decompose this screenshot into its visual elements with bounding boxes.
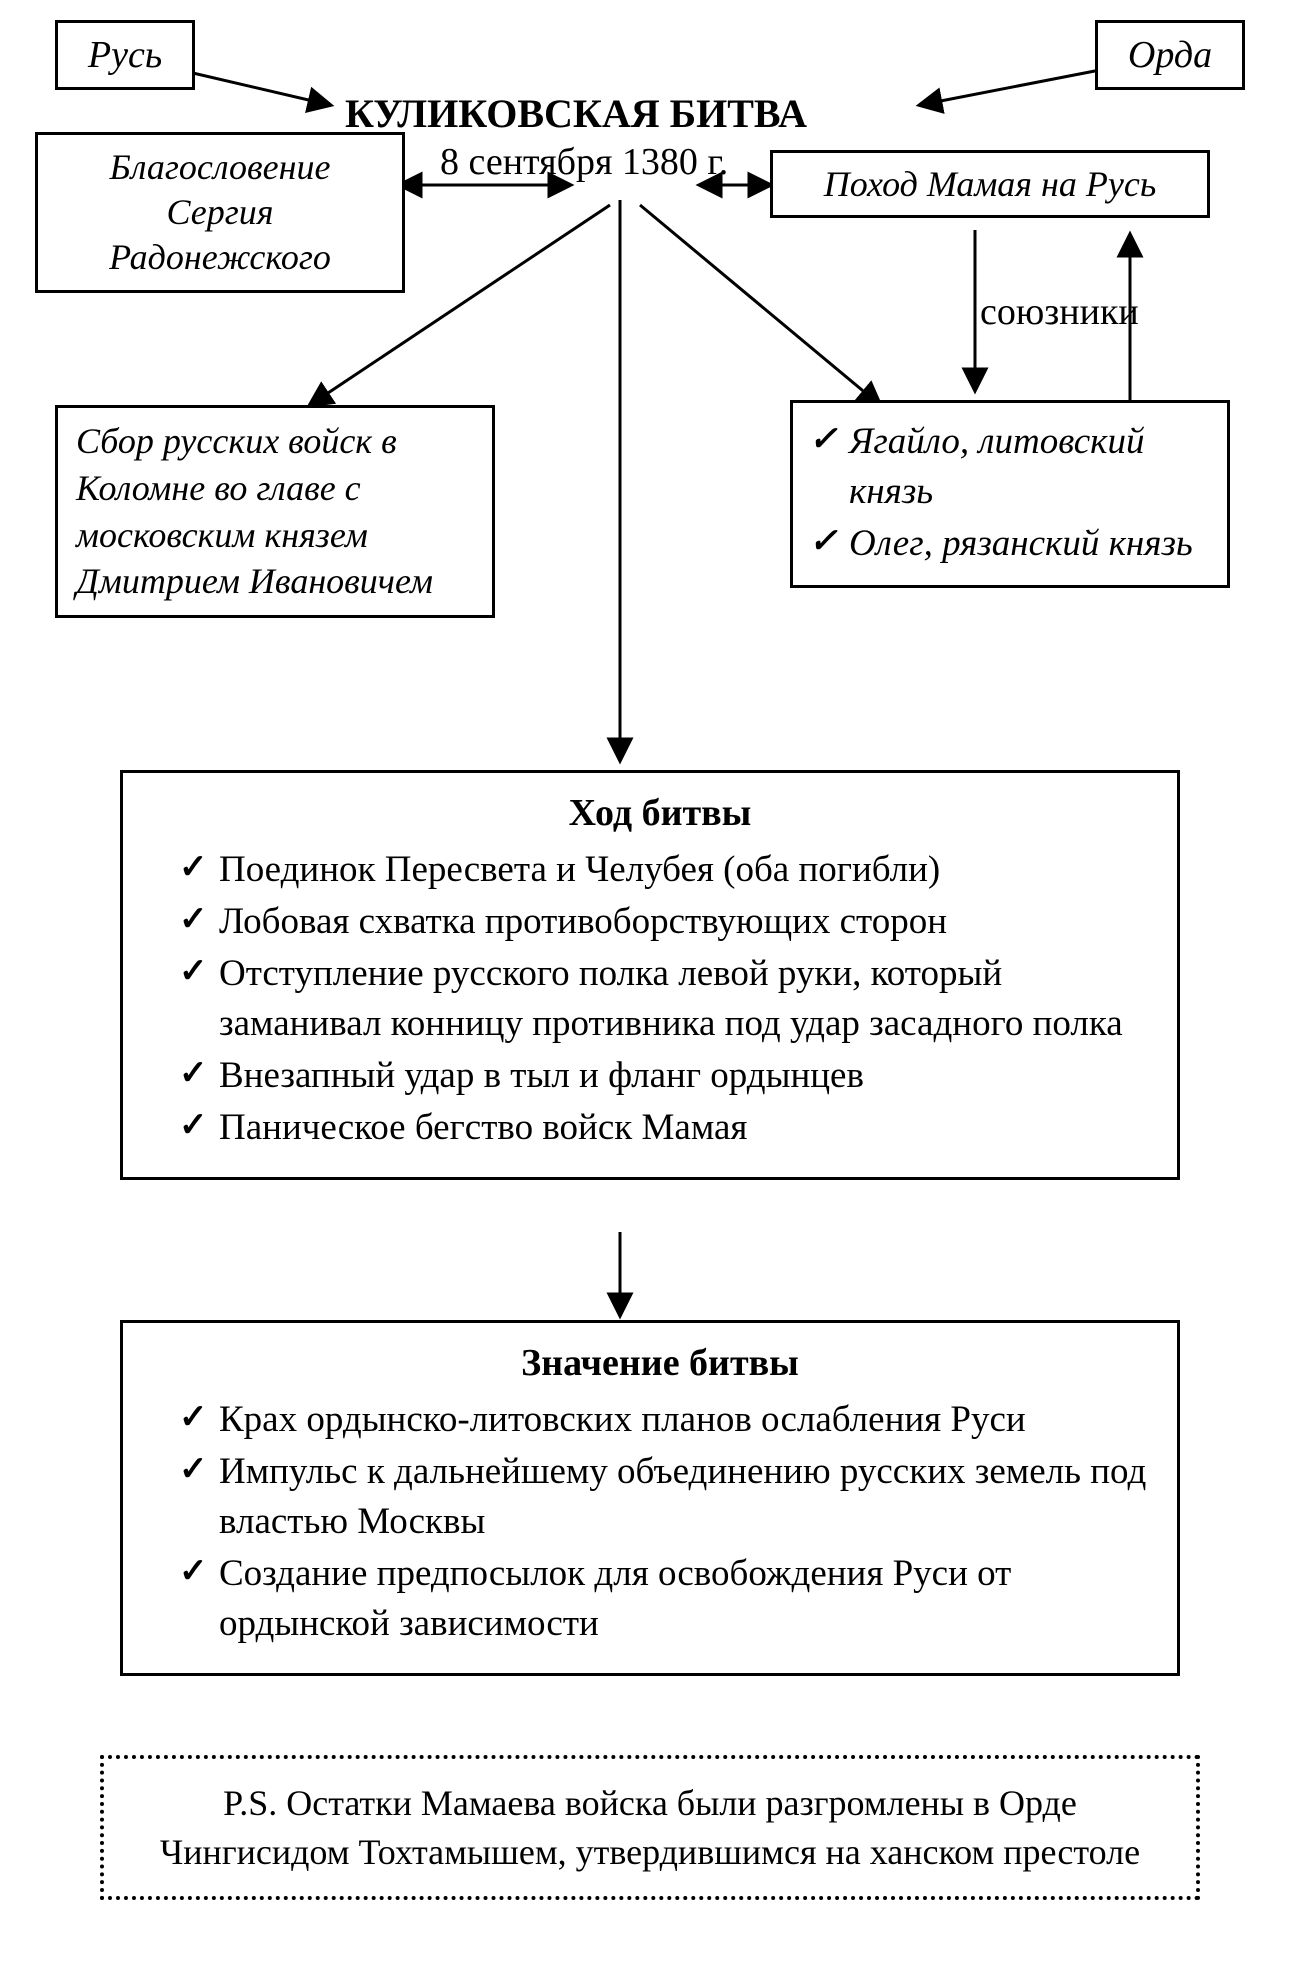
course-list: Поединок Пересвета и Челубея (оба погибл… [173,845,1147,1153]
node-allies: Ягайло, литовский князь Олег, рязанский … [790,400,1230,588]
significance-list: Крах ордынско-литовских планов ослаблени… [173,1395,1147,1649]
course-item: Лобовая схватка противоборствующих сторо… [173,897,1147,947]
node-blessing-label: Благословение Сергия Радонежского [109,147,331,277]
node-mamai: Поход Мамая на Русь [770,150,1210,218]
allies-item: Ягайло, литовский князь [803,417,1209,517]
node-course: Ход битвы Поединок Пересвета и Челубея (… [120,770,1180,1180]
node-blessing: Благословение Сергия Радонежского [35,132,405,293]
node-significance: Значение битвы Крах ордынско-литовских п… [120,1320,1180,1676]
significance-item: Крах ордынско-литовских планов ослаблени… [173,1395,1147,1445]
diagram-subtitle: 8 сентября 1380 г. [440,140,728,184]
course-item: Отступление русского полка левой руки, к… [173,949,1147,1049]
allies-item: Олег, рязанский князь [803,519,1209,569]
node-gathering-label: Сбор русских войск в Коломне во главе с … [76,421,433,601]
node-mamai-label: Поход Мамая на Русь [824,164,1156,204]
node-gathering: Сбор русских войск в Коломне во главе с … [55,405,495,618]
ps-text: P.S. Остатки Мамаева войска были разгром… [160,1783,1140,1872]
significance-item: Создание предпосылок для освобождения Ру… [173,1549,1147,1649]
node-orda-label: Орда [1128,34,1212,76]
course-item: Поединок Пересвета и Челубея (оба погибл… [173,845,1147,895]
course-title: Ход битвы [173,791,1147,835]
node-rus: Русь [55,20,195,90]
diagram-title: КУЛИКОВСКАЯ БИТВА [345,90,807,137]
course-item: Внезапный удар в тыл и фланг ордынцев [173,1051,1147,1101]
node-ps: P.S. Остатки Мамаева войска были разгром… [100,1755,1200,1900]
allies-label: союзники [980,290,1139,334]
node-rus-label: Русь [88,34,162,76]
significance-item: Импульс к дальнейшему объединению русски… [173,1447,1147,1547]
allies-list: Ягайло, литовский князь Олег, рязанский … [803,417,1209,569]
course-item: Паническое бегство войск Мамая [173,1103,1147,1153]
significance-title: Значение битвы [173,1341,1147,1385]
diagram-canvas: Русь Орда КУЛИКОВСКАЯ БИТВА 8 сентября 1… [0,0,1301,1962]
node-orda: Орда [1095,20,1245,90]
